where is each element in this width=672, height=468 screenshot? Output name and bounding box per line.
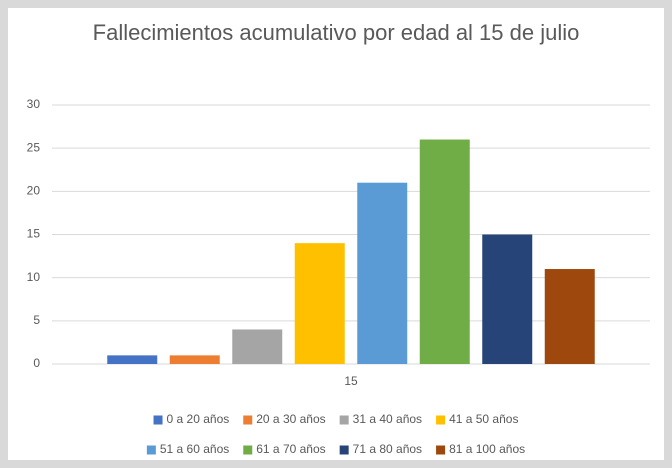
legend-swatch — [243, 415, 253, 425]
legend-swatch — [243, 445, 253, 455]
bar — [357, 182, 408, 364]
legend-label: 20 a 30 años — [256, 412, 325, 426]
x-tick-label: 15 — [344, 374, 358, 388]
legend-label: 71 a 80 años — [353, 442, 422, 456]
legend-label: 0 a 20 años — [167, 412, 230, 426]
legend-swatch — [339, 415, 349, 425]
bar — [544, 269, 595, 364]
legend-label: 81 a 100 años — [449, 442, 525, 456]
legend-label: 51 a 60 años — [160, 442, 229, 456]
legend-swatch — [436, 415, 446, 425]
legend-swatch — [436, 445, 446, 455]
y-tick-label: 30 — [27, 97, 41, 111]
y-tick-label: 20 — [27, 184, 41, 198]
legend-swatch — [153, 415, 163, 425]
bar — [482, 234, 533, 364]
bar — [107, 355, 158, 364]
y-tick-label: 0 — [33, 356, 40, 370]
bar — [169, 355, 220, 364]
y-tick-label: 10 — [27, 270, 41, 284]
y-tick-label: 5 — [33, 313, 40, 327]
y-tick-label: 25 — [27, 140, 41, 154]
bar — [294, 243, 345, 364]
legend-label: 41 a 50 años — [449, 412, 518, 426]
bar — [419, 139, 470, 364]
chart-title: Fallecimientos acumulativo por edad al 1… — [92, 20, 580, 45]
legend-label: 61 a 70 años — [256, 442, 325, 456]
legend-swatch — [146, 445, 156, 455]
legend-label: 31 a 40 años — [353, 412, 422, 426]
y-tick-label: 15 — [27, 227, 41, 241]
legend-swatch — [339, 445, 349, 455]
bar — [232, 329, 283, 364]
